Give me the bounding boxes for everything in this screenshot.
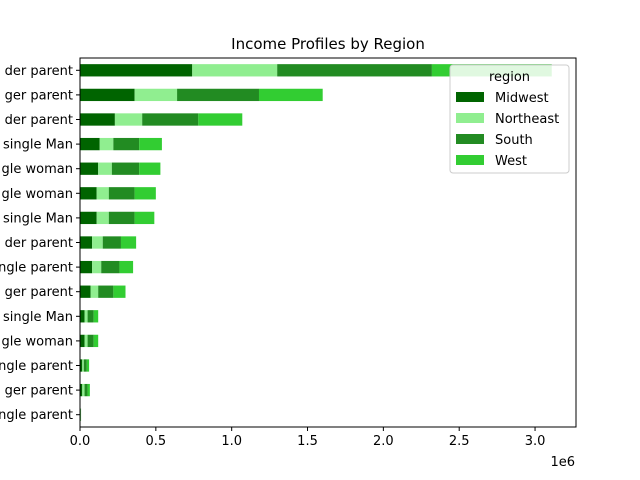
bar-northeast-14 bbox=[192, 64, 278, 77]
x-axis-ticks: 0.0 0.5 1.0 1.5 2.0 2.5 3.0 bbox=[70, 427, 546, 449]
bar-northeast-2 bbox=[82, 359, 84, 372]
bar-west-10 bbox=[139, 162, 161, 175]
y-tick-label: ngle parent bbox=[0, 261, 73, 276]
bar-northeast-3 bbox=[84, 334, 88, 348]
y-tick-label: single Man bbox=[3, 138, 73, 153]
bar-south-4 bbox=[87, 310, 94, 323]
bar-west-3 bbox=[93, 334, 99, 348]
y-tick-label: gle woman bbox=[2, 187, 73, 202]
bars-group bbox=[80, 64, 552, 421]
bar-west-7 bbox=[120, 236, 137, 249]
bar-northeast-6 bbox=[92, 260, 102, 274]
bar-south-1 bbox=[84, 383, 88, 397]
bar-midwest-12 bbox=[80, 113, 115, 126]
bar-south-6 bbox=[101, 260, 120, 274]
bar-west-11 bbox=[139, 137, 162, 151]
bar-midwest-2 bbox=[80, 359, 83, 372]
bar-northeast-9 bbox=[96, 187, 109, 200]
x-tick-label: 3.0 bbox=[525, 434, 546, 449]
y-axis-ticks: ngle parent ger parent ngle parent gle woma… bbox=[0, 64, 80, 423]
bar-south-5 bbox=[98, 285, 114, 298]
legend-swatch-midwest bbox=[456, 92, 484, 102]
x-tick-label: 2.0 bbox=[373, 434, 394, 449]
bar-west-8 bbox=[134, 211, 155, 225]
bar-midwest-5 bbox=[80, 285, 91, 298]
legend-label-south: South bbox=[495, 133, 533, 148]
bar-northeast-4 bbox=[84, 310, 88, 323]
y-tick-label: ngle parent bbox=[0, 359, 73, 374]
y-tick-label: single Man bbox=[3, 211, 73, 226]
bar-northeast-12 bbox=[114, 113, 143, 126]
x-tick-label: 1.0 bbox=[221, 434, 242, 449]
y-tick-label: der parent bbox=[5, 64, 73, 79]
bar-south-9 bbox=[108, 187, 135, 200]
bar-northeast-8 bbox=[96, 211, 109, 225]
bar-south-7 bbox=[102, 236, 121, 249]
bar-south-10 bbox=[111, 162, 140, 175]
y-tick-label: ngle parent bbox=[0, 408, 73, 423]
bar-northeast-5 bbox=[90, 285, 99, 298]
bar-west-2 bbox=[86, 359, 90, 372]
x-tick-label: 0.5 bbox=[145, 434, 166, 449]
bar-south-12 bbox=[142, 113, 199, 126]
bar-midwest-8 bbox=[80, 211, 97, 225]
bar-south-2 bbox=[83, 359, 87, 372]
bar-midwest-9 bbox=[80, 187, 97, 200]
bar-south-8 bbox=[108, 211, 135, 225]
bar-west-9 bbox=[134, 187, 156, 200]
legend-label-west: West bbox=[495, 154, 527, 169]
y-tick-label: ger parent bbox=[5, 88, 73, 103]
x-tick-label: 0.0 bbox=[70, 434, 91, 449]
bar-west-13 bbox=[258, 88, 323, 102]
x-offset-label: 1e6 bbox=[550, 455, 575, 470]
bar-midwest-14 bbox=[80, 64, 193, 77]
y-tick-label: der parent bbox=[5, 236, 73, 251]
bar-midwest-7 bbox=[80, 236, 93, 249]
legend-swatch-west bbox=[456, 155, 484, 165]
bar-midwest-4 bbox=[80, 310, 85, 323]
legend-swatch-northeast bbox=[456, 113, 484, 123]
legend-swatch-south bbox=[456, 134, 484, 144]
bar-west-1 bbox=[87, 383, 90, 397]
bar-west-6 bbox=[119, 260, 134, 274]
bar-midwest-10 bbox=[80, 162, 99, 175]
y-tick-label: ger parent bbox=[5, 285, 73, 300]
bar-south-13 bbox=[177, 88, 259, 102]
y-tick-label: ger parent bbox=[5, 384, 73, 399]
bar-midwest-3 bbox=[80, 334, 85, 348]
bar-northeast-7 bbox=[92, 236, 103, 249]
y-tick-label: single Man bbox=[3, 310, 73, 325]
bar-midwest-13 bbox=[80, 88, 135, 102]
legend-label-northeast: Northeast bbox=[495, 112, 559, 127]
bar-northeast-13 bbox=[134, 88, 178, 102]
bar-northeast-1 bbox=[82, 383, 85, 397]
x-tick-label: 1.5 bbox=[297, 434, 318, 449]
bar-south-11 bbox=[113, 137, 140, 151]
y-tick-label: gle woman bbox=[2, 334, 73, 349]
bar-northeast-10 bbox=[98, 162, 112, 175]
plot-frame bbox=[79, 57, 577, 428]
y-tick-label: gle woman bbox=[2, 162, 73, 177]
y-tick-label: der parent bbox=[5, 113, 73, 128]
bar-west-5 bbox=[113, 285, 126, 298]
bar-south-3 bbox=[87, 334, 94, 348]
axes-frame bbox=[79, 57, 577, 428]
bar-northeast-11 bbox=[99, 137, 114, 151]
legend-title: region bbox=[489, 70, 530, 85]
chart-title: Income Profiles by Region bbox=[231, 35, 425, 53]
x-tick-label: 2.5 bbox=[449, 434, 470, 449]
bar-midwest-11 bbox=[80, 137, 100, 151]
bar-west-4 bbox=[93, 310, 99, 323]
bar-south-14 bbox=[277, 64, 432, 77]
bar-west-12 bbox=[198, 113, 243, 126]
bar-midwest-6 bbox=[80, 260, 93, 274]
legend: region Midwest Northeast South West bbox=[449, 64, 570, 174]
bar-midwest-1 bbox=[80, 383, 83, 397]
legend-label-midwest: Midwest bbox=[495, 91, 549, 106]
